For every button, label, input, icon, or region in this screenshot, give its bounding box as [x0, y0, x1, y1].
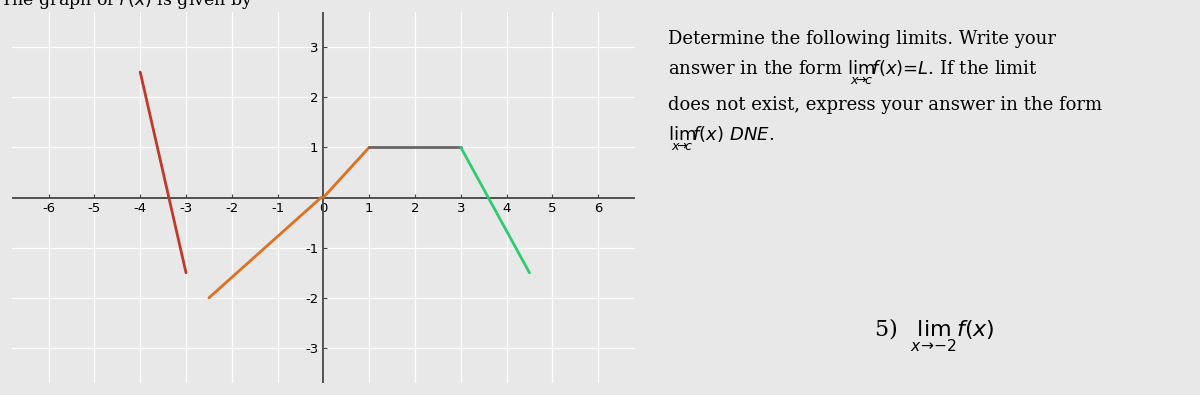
Text: The graph of $f\,(x)$ is given by: The graph of $f\,(x)$ is given by	[0, 0, 253, 11]
Text: Determine the following limits. Write your
answer in the form $\lim_{x\!\to\! c}: Determine the following limits. Write yo…	[668, 30, 1103, 153]
Text: 5)  $\lim_{x\to -2} f(x)$: 5) $\lim_{x\to -2} f(x)$	[874, 316, 995, 354]
